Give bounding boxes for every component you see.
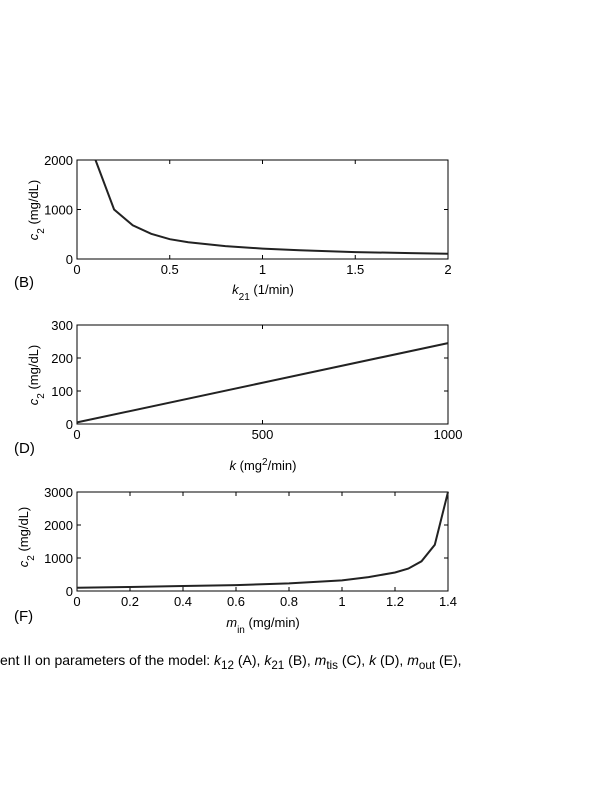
plot-frame <box>76 324 449 425</box>
x-tick-label: 2 <box>444 262 451 277</box>
x-tick-label: 0 <box>73 427 80 442</box>
x-tick-label: 1.4 <box>439 594 457 609</box>
x-tick-label: 1000 <box>434 427 463 442</box>
y-tick-label: 2000 <box>44 153 73 168</box>
tick-group: 0 0.5 1 1.5 2 0 1000 2000 <box>44 153 452 277</box>
plot-frame <box>76 491 449 592</box>
series-line <box>76 491 449 589</box>
x-tick-label: 0.5 <box>161 262 179 277</box>
figure-caption: ent II on parameters of the model: k12 (… <box>0 652 462 672</box>
y-tick-label: 3000 <box>44 485 73 500</box>
plot-frame <box>76 159 449 260</box>
y-axis-label: c2 (mg/dL) <box>26 345 47 405</box>
panel-label: (D) <box>14 440 35 457</box>
y-axis-label: c2 (mg/dL) <box>26 180 47 240</box>
x-tick-label: 0 <box>73 262 80 277</box>
x-tick-label: 0.2 <box>121 594 139 609</box>
panel-label: (F) <box>14 608 33 625</box>
y-tick-label: 1000 <box>44 203 73 218</box>
y-tick-label: 0 <box>66 417 73 432</box>
y-tick-label: 0 <box>66 584 73 599</box>
panel-d: 0 500 1000 0 100 200 300 c2 (mg/dL) k (mg2/min… <box>14 318 462 473</box>
x-tick-label: 0.6 <box>227 594 245 609</box>
panel-f: 0 0.2 0.4 0.6 0.8 1 1.2 1.4 0 1000 2000 3000 c2 (mg… <box>14 485 457 636</box>
x-tick-label: 0.8 <box>280 594 298 609</box>
x-tick-label: 1 <box>338 594 345 609</box>
y-tick-label: 300 <box>51 318 73 333</box>
y-tick-label: 1000 <box>44 551 73 566</box>
x-tick-label: 0 <box>73 594 80 609</box>
y-tick-label: 0 <box>66 252 73 267</box>
x-tick-label: 1.5 <box>346 262 364 277</box>
tick-group: 0 0.2 0.4 0.6 0.8 1 1.2 1.4 0 1000 2000 3000 <box>44 485 457 609</box>
x-tick-label: 1.2 <box>386 594 404 609</box>
series-line <box>94 159 449 255</box>
x-axis-label: k21 (1/min) <box>232 282 294 303</box>
x-axis-label: k (mg2/min) <box>230 457 297 474</box>
y-tick-label: 100 <box>51 384 73 399</box>
panel-b: 0 0.5 1 1.5 2 0 1000 2000 c2 (mg/dL) k21 (1/min… <box>14 153 452 303</box>
x-tick-label: 500 <box>252 427 274 442</box>
x-axis-label: min (mg/min) <box>226 615 300 636</box>
x-tick-label: 0.4 <box>174 594 192 609</box>
panel-label: (B) <box>14 274 34 291</box>
x-tick-label: 1 <box>259 262 266 277</box>
series-line <box>76 342 449 424</box>
y-axis-label: c2 (mg/dL) <box>16 507 37 567</box>
y-tick-label: 2000 <box>44 518 73 533</box>
y-tick-label: 200 <box>51 351 73 366</box>
tick-group: 0 500 1000 0 100 200 300 <box>51 318 462 442</box>
